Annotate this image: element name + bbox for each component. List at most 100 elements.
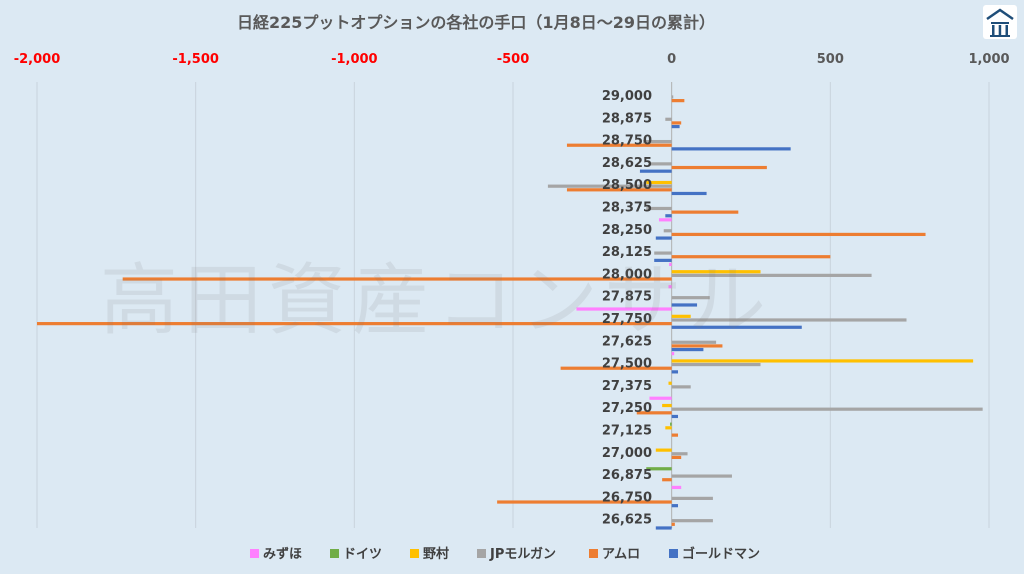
bar-ゴールドマン-28,875 <box>671 124 680 129</box>
y-category-label: 28,250 <box>602 223 652 238</box>
bar-アムロ-28,875 <box>671 121 682 125</box>
y-category-label: 27,250 <box>602 401 652 416</box>
legend-label: ゴールドマン <box>682 546 760 562</box>
bar-ゴールドマン-26,750 <box>671 504 679 508</box>
bar-JPモルガン-27,500 <box>671 362 761 367</box>
bar-JPモルガン-28,625 <box>649 162 672 166</box>
bar-みずほ-28,000 <box>669 262 672 267</box>
bar-野村-28,000 <box>671 270 761 274</box>
bar-アムロ-27,750 <box>37 322 672 326</box>
bar-JPモルガン-27,250 <box>671 407 983 411</box>
bar-アムロ-29,000 <box>671 99 685 103</box>
bar-ゴールドマン-28,125 <box>654 258 672 262</box>
bar-JPモルガン-29,000 <box>671 95 674 99</box>
bar-JPモルガン-27,750 <box>671 318 907 322</box>
y-category-label: 28,000 <box>602 267 652 282</box>
bar-アムロ-28,375 <box>671 210 739 214</box>
legend: みずほ ドイツ 野村 JPモルガン アムロ ゴールドマン <box>250 546 760 562</box>
chart-title: 日経225プットオプションの各社の手口（1月8日～29日の累計） <box>237 13 715 32</box>
x-tick-label: -1,500 <box>172 52 219 67</box>
legend-item: みずほ <box>250 546 302 562</box>
bar-ゴールドマン-28,750 <box>671 147 791 151</box>
category-labels: 29,000 28,875 28,750 28,625 28,500 28,375 28,2… <box>602 89 652 528</box>
bar-ゴールドマン-28,500 <box>671 191 707 196</box>
y-category-label: 27,875 <box>602 290 652 305</box>
y-category-label: 27,625 <box>602 334 652 349</box>
legend-item: JPモルガン <box>477 547 556 562</box>
legend-item: ゴールドマン <box>669 546 760 562</box>
bar-JPモルガン-28,500 <box>547 184 672 188</box>
legend-item: ドイツ <box>330 547 382 562</box>
bar-JPモルガン-28,125 <box>654 251 672 255</box>
bar-ゴールドマン-27,500 <box>671 370 679 374</box>
bar-ゴールドマン-27,750 <box>671 325 802 329</box>
bar-アムロ-28,625 <box>671 165 767 170</box>
x-tick-label: 0 <box>667 52 676 67</box>
bar-JPモルガン-26,625 <box>671 519 713 523</box>
bar-野村-27,375 <box>668 381 672 385</box>
bar-JPモルガン-28,250 <box>663 229 672 233</box>
x-tick-label: 1,000 <box>968 52 1009 67</box>
bar-アムロ-27,250 <box>636 411 672 415</box>
bar-みずほ-28,250 <box>658 218 672 222</box>
bar-JPモルガン-27,375 <box>671 385 691 389</box>
y-category-label: 28,750 <box>602 134 652 149</box>
x-tick-label: -2,000 <box>14 52 61 67</box>
bar-ドイツ-27,125 <box>670 422 672 426</box>
legend-label: アムロ <box>602 547 640 562</box>
legend-swatch <box>477 549 486 558</box>
bar-アムロ-27,125 <box>671 433 679 437</box>
y-category-label: 27,375 <box>602 379 652 394</box>
bar-アムロ-28,500 <box>566 188 672 192</box>
bar-野村-27,500 <box>671 359 974 363</box>
x-tick-label: -500 <box>497 52 530 67</box>
bar-野村-28,500 <box>646 180 672 185</box>
bar-ドイツ-26,875 <box>646 467 672 471</box>
bar-アムロ-26,625 <box>671 522 675 526</box>
y-category-label: 26,750 <box>602 490 652 505</box>
bar-みずほ-27,250 <box>649 396 672 400</box>
bar-野村-27,250 <box>662 403 672 408</box>
bar-ゴールドマン-28,625 <box>639 169 672 173</box>
bar-JPモルガン-28,875 <box>665 117 672 121</box>
bar-JPモルガン-28,000 <box>671 273 872 277</box>
x-tick-label: 500 <box>817 52 844 67</box>
bar-アムロ-26,875 <box>662 478 672 482</box>
legend-swatch <box>589 549 598 558</box>
bar-JPモルガン-27,875 <box>671 296 710 300</box>
bar-アムロ-28,125 <box>671 255 831 259</box>
y-category-label: 28,375 <box>602 201 652 216</box>
bar-アムロ-28,250 <box>671 232 926 237</box>
legend-label: みずほ <box>263 546 302 562</box>
y-category-label: 26,625 <box>602 513 652 528</box>
y-category-label: 28,625 <box>602 156 652 171</box>
y-category-label: 27,500 <box>602 357 652 372</box>
bar-JPモルガン-26,875 <box>671 474 732 478</box>
bar-アムロ-26,750 <box>497 500 672 504</box>
y-category-label: 29,000 <box>602 89 652 104</box>
y-category-label: 28,875 <box>602 111 652 126</box>
bar-アムロ-27,000 <box>671 455 682 460</box>
legend-swatch <box>330 549 339 558</box>
y-category-label: 26,875 <box>602 468 652 483</box>
y-category-label: 28,125 <box>602 245 652 260</box>
y-category-label: 27,750 <box>602 312 652 327</box>
y-category-label: 27,000 <box>602 446 652 461</box>
y-category-label: 27,125 <box>602 424 652 439</box>
bar-アムロ-27,500 <box>560 366 672 370</box>
bar-アムロ-28,750 <box>566 143 672 147</box>
bar-JPモルガン-26,750 <box>671 496 713 500</box>
legend-label: 野村 <box>423 546 449 562</box>
bar-ゴールドマン-27,875 <box>671 303 698 307</box>
bar-JPモルガン-28,375 <box>646 206 672 211</box>
house-logo-icon <box>982 4 1018 40</box>
bar-ゴールドマン-26,625 <box>655 526 672 530</box>
bar-みずほ-27,500 <box>671 352 675 356</box>
bar-JPモルガン-27,625 <box>671 340 717 344</box>
legend-item: 野村 <box>410 546 449 562</box>
bar-みずほ-26,750 <box>671 485 682 490</box>
bar-ゴールドマン-27,625 <box>671 347 704 352</box>
bar-野村-27,750 <box>671 314 691 318</box>
bar-アムロ-28,000 <box>122 277 672 281</box>
bar-JPモルガン-27,000 <box>671 452 688 456</box>
